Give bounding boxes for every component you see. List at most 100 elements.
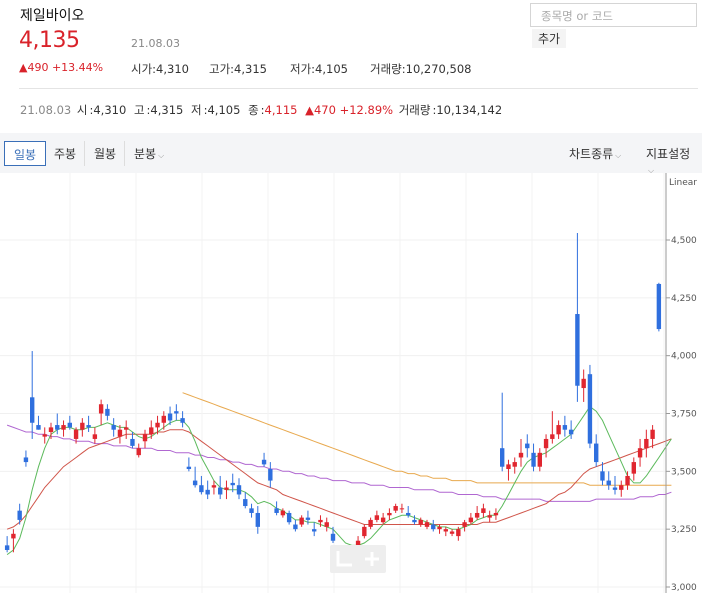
candle-body <box>487 515 492 518</box>
candle <box>124 420 129 439</box>
candle <box>142 429 148 449</box>
candle <box>312 522 317 537</box>
candle <box>230 473 235 493</box>
candlestick-chart[interactable]: Linear 4,500 4,250 4,000 3,750 3,500 3,250 3,0… <box>0 173 702 593</box>
candle-body <box>650 429 655 439</box>
candle <box>268 462 273 488</box>
candle-body <box>380 517 386 523</box>
candle-body <box>518 452 524 458</box>
candle-body <box>149 427 154 435</box>
candle-body <box>305 517 311 520</box>
ma60-line <box>6 424 672 502</box>
candle-body <box>543 438 549 449</box>
candle-body <box>399 508 405 510</box>
candle-body <box>155 422 160 428</box>
search-input[interactable]: 종목명 or 코드 <box>530 3 697 27</box>
current-price: 4,135 <box>19 28 80 53</box>
tab-minute[interactable]: 분봉 ⌵ <box>124 141 173 166</box>
candle-body <box>86 425 91 428</box>
low-value: 4,105 <box>315 62 348 76</box>
y-tick-label: 3,750 <box>671 410 697 420</box>
candle <box>362 524 367 539</box>
candle-body <box>30 397 35 423</box>
candle <box>161 411 166 430</box>
candle <box>36 415 41 430</box>
candle-body <box>268 469 273 481</box>
candle <box>637 438 643 467</box>
candle <box>393 503 398 513</box>
candle-body <box>374 515 380 520</box>
candle <box>80 418 85 437</box>
tab-monthly[interactable]: 월봉 <box>84 141 125 166</box>
candle <box>86 415 91 433</box>
candle <box>399 503 405 513</box>
candle <box>575 233 580 402</box>
candle <box>30 351 35 439</box>
candle-body <box>130 438 135 446</box>
summary-close: 종:4,115 <box>248 103 298 117</box>
candle-body <box>637 448 643 458</box>
zoom-in-icon[interactable] <box>365 552 379 566</box>
candle-body <box>418 519 423 525</box>
high-label: 고가 <box>209 62 231 76</box>
candle-body <box>124 427 129 430</box>
open-label: 시가 <box>131 62 153 76</box>
candle <box>462 519 467 532</box>
candle-body <box>174 411 179 414</box>
candle-body <box>299 517 304 525</box>
candle-body <box>249 508 254 513</box>
summary-date: 21.08.03 <box>20 103 72 117</box>
candle <box>550 411 555 444</box>
candle-body <box>243 499 248 507</box>
candle <box>587 364 593 449</box>
low-price: 저가:4,105 <box>290 62 348 76</box>
candle-body <box>619 485 624 490</box>
tab-daily[interactable]: 일봉 <box>4 141 47 166</box>
candle-body <box>437 526 442 530</box>
candle-body <box>556 425 561 435</box>
candle <box>4 536 10 553</box>
add-button[interactable]: 추가 <box>532 29 567 48</box>
candle <box>418 517 423 527</box>
candle-body <box>431 524 436 530</box>
candle-body <box>594 443 599 463</box>
candle <box>330 526 336 544</box>
candle <box>199 475 204 495</box>
volume-value: 10,270,508 <box>405 62 472 76</box>
candle <box>631 457 636 481</box>
candle <box>443 526 448 537</box>
candle-body <box>142 434 148 442</box>
tab-weekly[interactable]: 주봉 <box>54 147 77 161</box>
candle <box>211 480 217 495</box>
candle-body <box>462 522 467 527</box>
candle-body <box>318 519 323 523</box>
summary-volume: 거래량:10,134,142 <box>398 103 503 117</box>
candle-body <box>393 506 398 511</box>
candle-body <box>73 429 79 439</box>
candle <box>474 506 480 520</box>
candle-body <box>92 434 98 439</box>
candle <box>412 515 417 525</box>
candle-body <box>61 425 66 430</box>
chart-type-button[interactable]: 차트종류 ⌵ <box>569 147 622 161</box>
candle-body <box>211 485 217 488</box>
indicator-settings-button[interactable]: 지표설정⌵ <box>646 147 691 175</box>
candle <box>525 434 530 458</box>
candle <box>656 282 662 332</box>
candle-body <box>493 512 499 516</box>
zoom-out-icon[interactable] <box>336 551 352 567</box>
ma20-line <box>6 429 672 530</box>
candle-body <box>537 452 542 467</box>
candle <box>324 517 329 532</box>
candle <box>500 392 505 472</box>
candle-body <box>575 314 580 386</box>
candle-body <box>449 531 455 534</box>
chevron-down-icon: ⌵ <box>648 166 655 175</box>
summary-high: 고:4,315 <box>133 103 184 117</box>
candle <box>568 420 574 439</box>
candle <box>562 415 568 437</box>
candle <box>293 519 298 532</box>
candle <box>512 457 517 474</box>
candle <box>493 508 499 520</box>
candle <box>368 517 373 530</box>
